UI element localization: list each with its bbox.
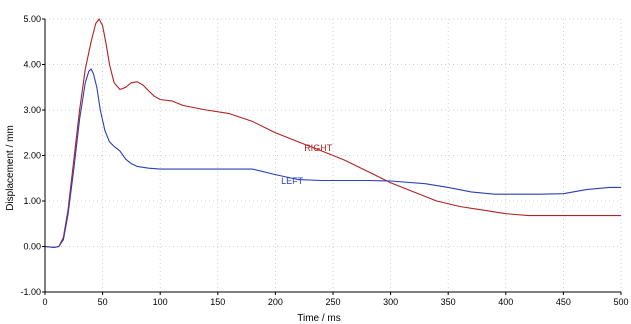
y-axis-label: Displacement / mm (5, 125, 16, 211)
x-tick-label: 0 (42, 297, 47, 307)
y-tick-label: 4.00 (23, 60, 41, 70)
x-tick-label: 450 (556, 297, 571, 307)
y-tick-label: 1.00 (23, 196, 41, 206)
y-tick-label: 2.00 (23, 151, 41, 161)
series-labels: RIGHT LEFT (281, 143, 333, 186)
series-label-right: RIGHT (304, 143, 333, 153)
series-line-left (44, 68, 621, 248)
series-line-right (44, 18, 621, 248)
y-tick-label: -1.00 (20, 287, 41, 297)
y-tick-label: 0.00 (23, 242, 41, 252)
x-tick-label: 100 (153, 297, 168, 307)
grid (45, 18, 622, 292)
axes (42, 18, 622, 295)
series-label-left: LEFT (281, 176, 304, 186)
tick-labels: 0 50 100 150 200 250 300 350 400 450 500 -1.00 0.00 1… (20, 14, 628, 307)
x-tick-label: 50 (98, 297, 108, 307)
x-tick-label: 400 (498, 297, 513, 307)
x-tick-label: 300 (383, 297, 398, 307)
x-tick-label: 150 (210, 297, 225, 307)
x-tick-label: 200 (268, 297, 283, 307)
series-lines (44, 18, 621, 248)
x-tick-label: 250 (325, 297, 340, 307)
x-axis-label: Time / ms (297, 313, 341, 324)
x-tick-label: 500 (613, 297, 628, 307)
y-tick-label: 3.00 (23, 105, 41, 115)
y-tick-label: 5.00 (23, 14, 41, 24)
x-tick-label: 350 (441, 297, 456, 307)
